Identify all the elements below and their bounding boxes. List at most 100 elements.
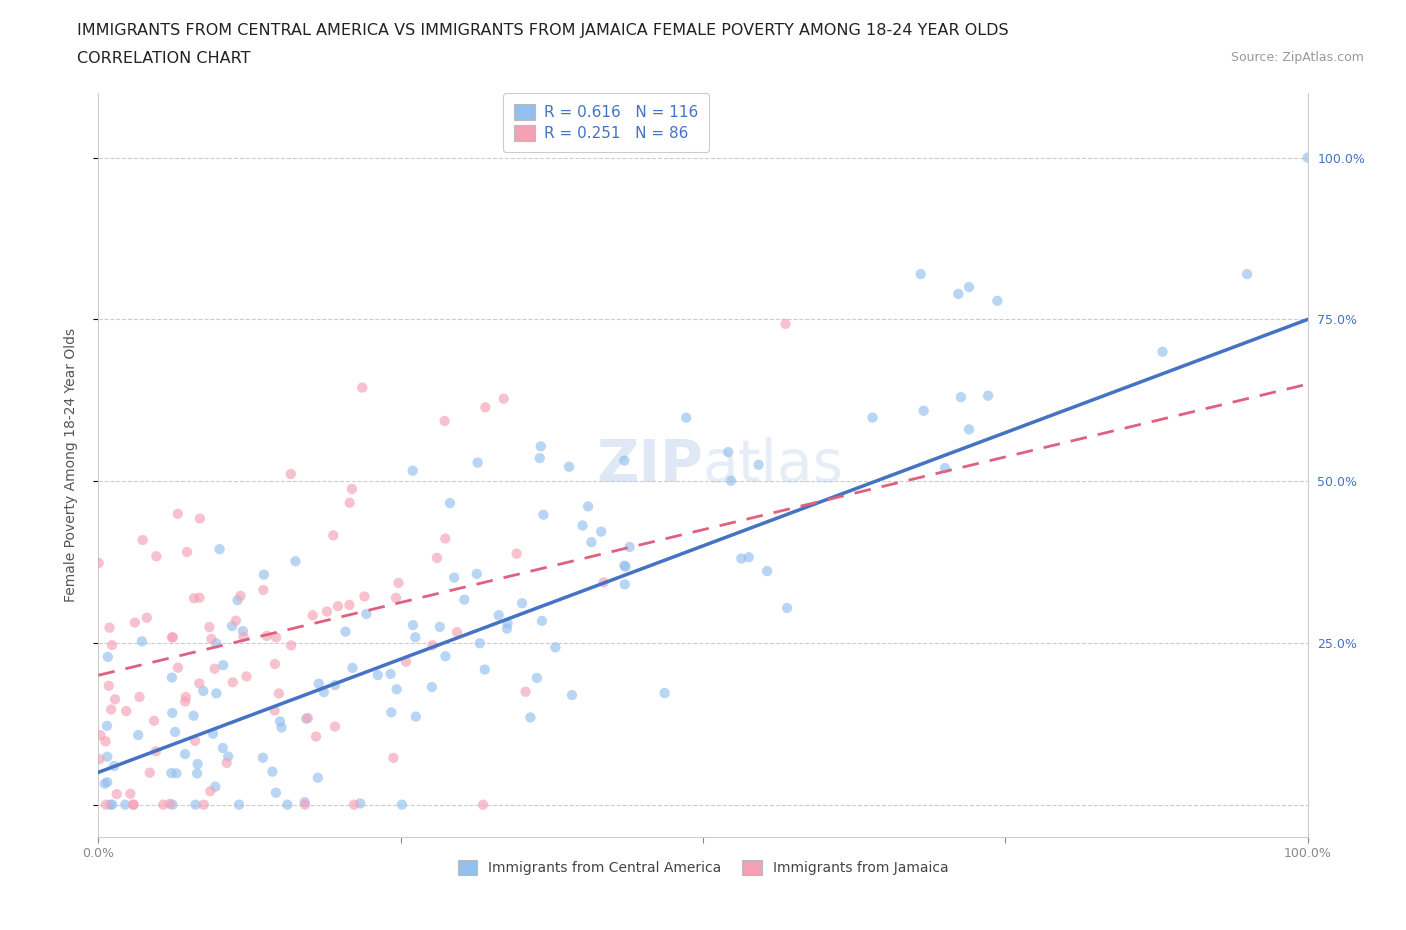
Point (98, 620, 121, 635)
Point (402, 618, 425, 632)
Point (252, 751, 274, 765)
Point (212, 658, 235, 672)
Point (910, 267, 932, 282)
Text: CORRELATION CHART: CORRELATION CHART (77, 51, 250, 66)
Point (94, 777, 117, 791)
Point (94, 797, 117, 812)
Point (186, 766, 208, 781)
Point (775, 316, 797, 331)
Point (145, 744, 167, 759)
Point (264, 785, 287, 800)
Point (114, 797, 136, 812)
Point (402, 463, 425, 478)
Point (977, 388, 1000, 403)
Point (316, 604, 339, 619)
Point (544, 640, 567, 655)
Point (1236, 267, 1258, 282)
Point (353, 589, 375, 604)
Point (323, 678, 346, 693)
Point (165, 766, 187, 781)
Legend: Immigrants from Central America, Immigrants from Jamaica: Immigrants from Central America, Immigra… (451, 854, 955, 883)
Point (97, 678, 120, 693)
Point (280, 467, 302, 482)
Point (269, 714, 291, 729)
Point (387, 576, 409, 591)
Point (167, 660, 190, 675)
Point (262, 764, 284, 779)
Point (267, 686, 290, 701)
Point (339, 496, 361, 511)
Point (571, 518, 593, 533)
Point (159, 796, 181, 811)
Point (515, 684, 537, 699)
Point (264, 630, 287, 644)
Point (284, 554, 307, 569)
Point (128, 689, 150, 704)
Point (420, 680, 443, 695)
Point (256, 629, 278, 644)
Point (208, 542, 231, 557)
Point (122, 797, 145, 812)
Point (613, 577, 636, 591)
Point (439, 496, 461, 511)
Point (474, 400, 496, 415)
Point (264, 657, 287, 671)
Point (270, 720, 292, 735)
Point (124, 615, 146, 630)
Point (176, 545, 198, 560)
Point (188, 591, 211, 605)
Point (276, 797, 298, 812)
Point (96, 750, 118, 764)
Point (232, 630, 254, 644)
Point (280, 638, 302, 653)
Point (675, 410, 697, 425)
Point (100, 702, 122, 717)
Point (174, 747, 197, 762)
Point (496, 621, 519, 636)
Point (453, 592, 475, 607)
Point (183, 591, 205, 605)
Point (862, 410, 884, 425)
Point (613, 558, 636, 573)
Point (339, 597, 361, 612)
Point (201, 726, 224, 741)
Point (912, 404, 935, 418)
Point (162, 706, 184, 721)
Point (294, 797, 316, 812)
Point (510, 596, 533, 611)
Point (496, 616, 519, 631)
Point (97, 649, 120, 664)
Point (166, 506, 188, 521)
Point (934, 460, 956, 475)
Point (127, 727, 149, 742)
Point (221, 618, 243, 633)
Point (533, 507, 555, 522)
Y-axis label: Female Poverty Among 18-24 Year Olds: Female Poverty Among 18-24 Year Olds (63, 328, 77, 602)
Point (434, 649, 457, 664)
Text: IMMIGRANTS FROM CENTRAL AMERICA VS IMMIGRANTS FROM JAMAICA FEMALE POVERTY AMONG : IMMIGRANTS FROM CENTRAL AMERICA VS IMMIG… (77, 23, 1010, 38)
Point (472, 797, 495, 812)
Point (748, 458, 770, 472)
Point (152, 797, 174, 812)
Point (222, 675, 245, 690)
Point (160, 671, 183, 685)
Point (305, 729, 328, 744)
Point (349, 796, 371, 811)
Point (135, 610, 157, 625)
Point (404, 630, 426, 644)
Point (229, 589, 252, 604)
Point (492, 392, 515, 406)
Point (131, 634, 153, 649)
Point (297, 711, 319, 725)
Point (174, 694, 197, 709)
Point (160, 630, 183, 644)
Point (312, 684, 335, 699)
Point (949, 390, 972, 405)
Point (200, 784, 222, 799)
Point (217, 749, 239, 764)
Point (356, 606, 378, 621)
Point (342, 660, 364, 675)
Point (422, 638, 444, 653)
Point (174, 690, 197, 705)
Point (576, 498, 599, 513)
